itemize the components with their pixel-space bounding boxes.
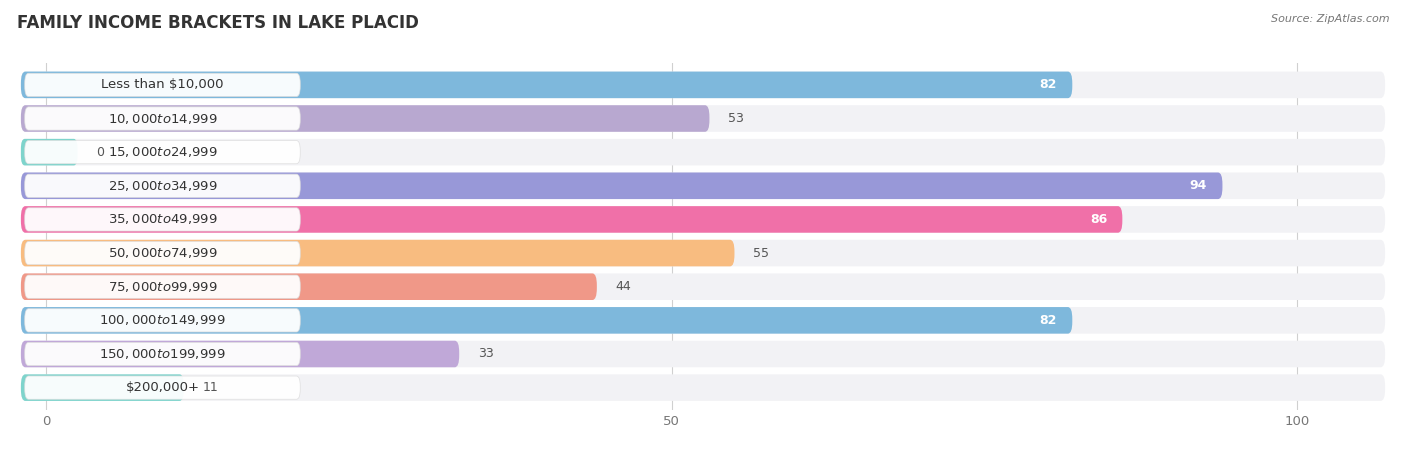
FancyBboxPatch shape [21, 341, 1385, 367]
Text: $15,000 to $24,999: $15,000 to $24,999 [108, 145, 218, 159]
FancyBboxPatch shape [21, 240, 1385, 266]
FancyBboxPatch shape [25, 242, 301, 265]
FancyBboxPatch shape [21, 139, 77, 166]
Text: $200,000+: $200,000+ [125, 381, 200, 394]
FancyBboxPatch shape [25, 208, 301, 231]
FancyBboxPatch shape [21, 206, 1385, 233]
Text: 82: 82 [1039, 314, 1057, 327]
Text: 44: 44 [616, 280, 631, 293]
Text: Less than $10,000: Less than $10,000 [101, 78, 224, 91]
FancyBboxPatch shape [25, 174, 301, 198]
Text: 11: 11 [202, 381, 218, 394]
FancyBboxPatch shape [21, 274, 596, 300]
FancyBboxPatch shape [21, 206, 1122, 233]
FancyBboxPatch shape [25, 107, 301, 130]
Text: $75,000 to $99,999: $75,000 to $99,999 [108, 280, 218, 294]
FancyBboxPatch shape [21, 240, 734, 266]
FancyBboxPatch shape [21, 72, 1385, 98]
FancyBboxPatch shape [21, 374, 184, 401]
Text: 0: 0 [96, 146, 104, 159]
FancyBboxPatch shape [25, 140, 301, 164]
Text: FAMILY INCOME BRACKETS IN LAKE PLACID: FAMILY INCOME BRACKETS IN LAKE PLACID [17, 14, 419, 32]
FancyBboxPatch shape [21, 374, 1385, 401]
FancyBboxPatch shape [21, 105, 710, 132]
Text: $35,000 to $49,999: $35,000 to $49,999 [108, 212, 218, 226]
FancyBboxPatch shape [25, 275, 301, 298]
FancyBboxPatch shape [21, 341, 460, 367]
Text: Source: ZipAtlas.com: Source: ZipAtlas.com [1271, 14, 1389, 23]
FancyBboxPatch shape [21, 172, 1385, 199]
Text: 86: 86 [1090, 213, 1107, 226]
Text: 82: 82 [1039, 78, 1057, 91]
FancyBboxPatch shape [21, 72, 1073, 98]
FancyBboxPatch shape [25, 73, 301, 96]
FancyBboxPatch shape [25, 376, 301, 399]
Text: $100,000 to $149,999: $100,000 to $149,999 [100, 313, 226, 327]
Text: 53: 53 [728, 112, 744, 125]
Text: $25,000 to $34,999: $25,000 to $34,999 [108, 179, 218, 193]
FancyBboxPatch shape [21, 307, 1073, 333]
FancyBboxPatch shape [21, 172, 1222, 199]
Text: 33: 33 [478, 347, 494, 360]
Text: $50,000 to $74,999: $50,000 to $74,999 [108, 246, 218, 260]
FancyBboxPatch shape [25, 342, 301, 365]
Text: $150,000 to $199,999: $150,000 to $199,999 [100, 347, 226, 361]
Text: 94: 94 [1189, 179, 1208, 192]
Text: $10,000 to $14,999: $10,000 to $14,999 [108, 112, 218, 126]
FancyBboxPatch shape [21, 274, 1385, 300]
FancyBboxPatch shape [21, 139, 1385, 166]
FancyBboxPatch shape [21, 307, 1385, 333]
FancyBboxPatch shape [21, 105, 1385, 132]
FancyBboxPatch shape [25, 309, 301, 332]
Text: 55: 55 [754, 247, 769, 260]
